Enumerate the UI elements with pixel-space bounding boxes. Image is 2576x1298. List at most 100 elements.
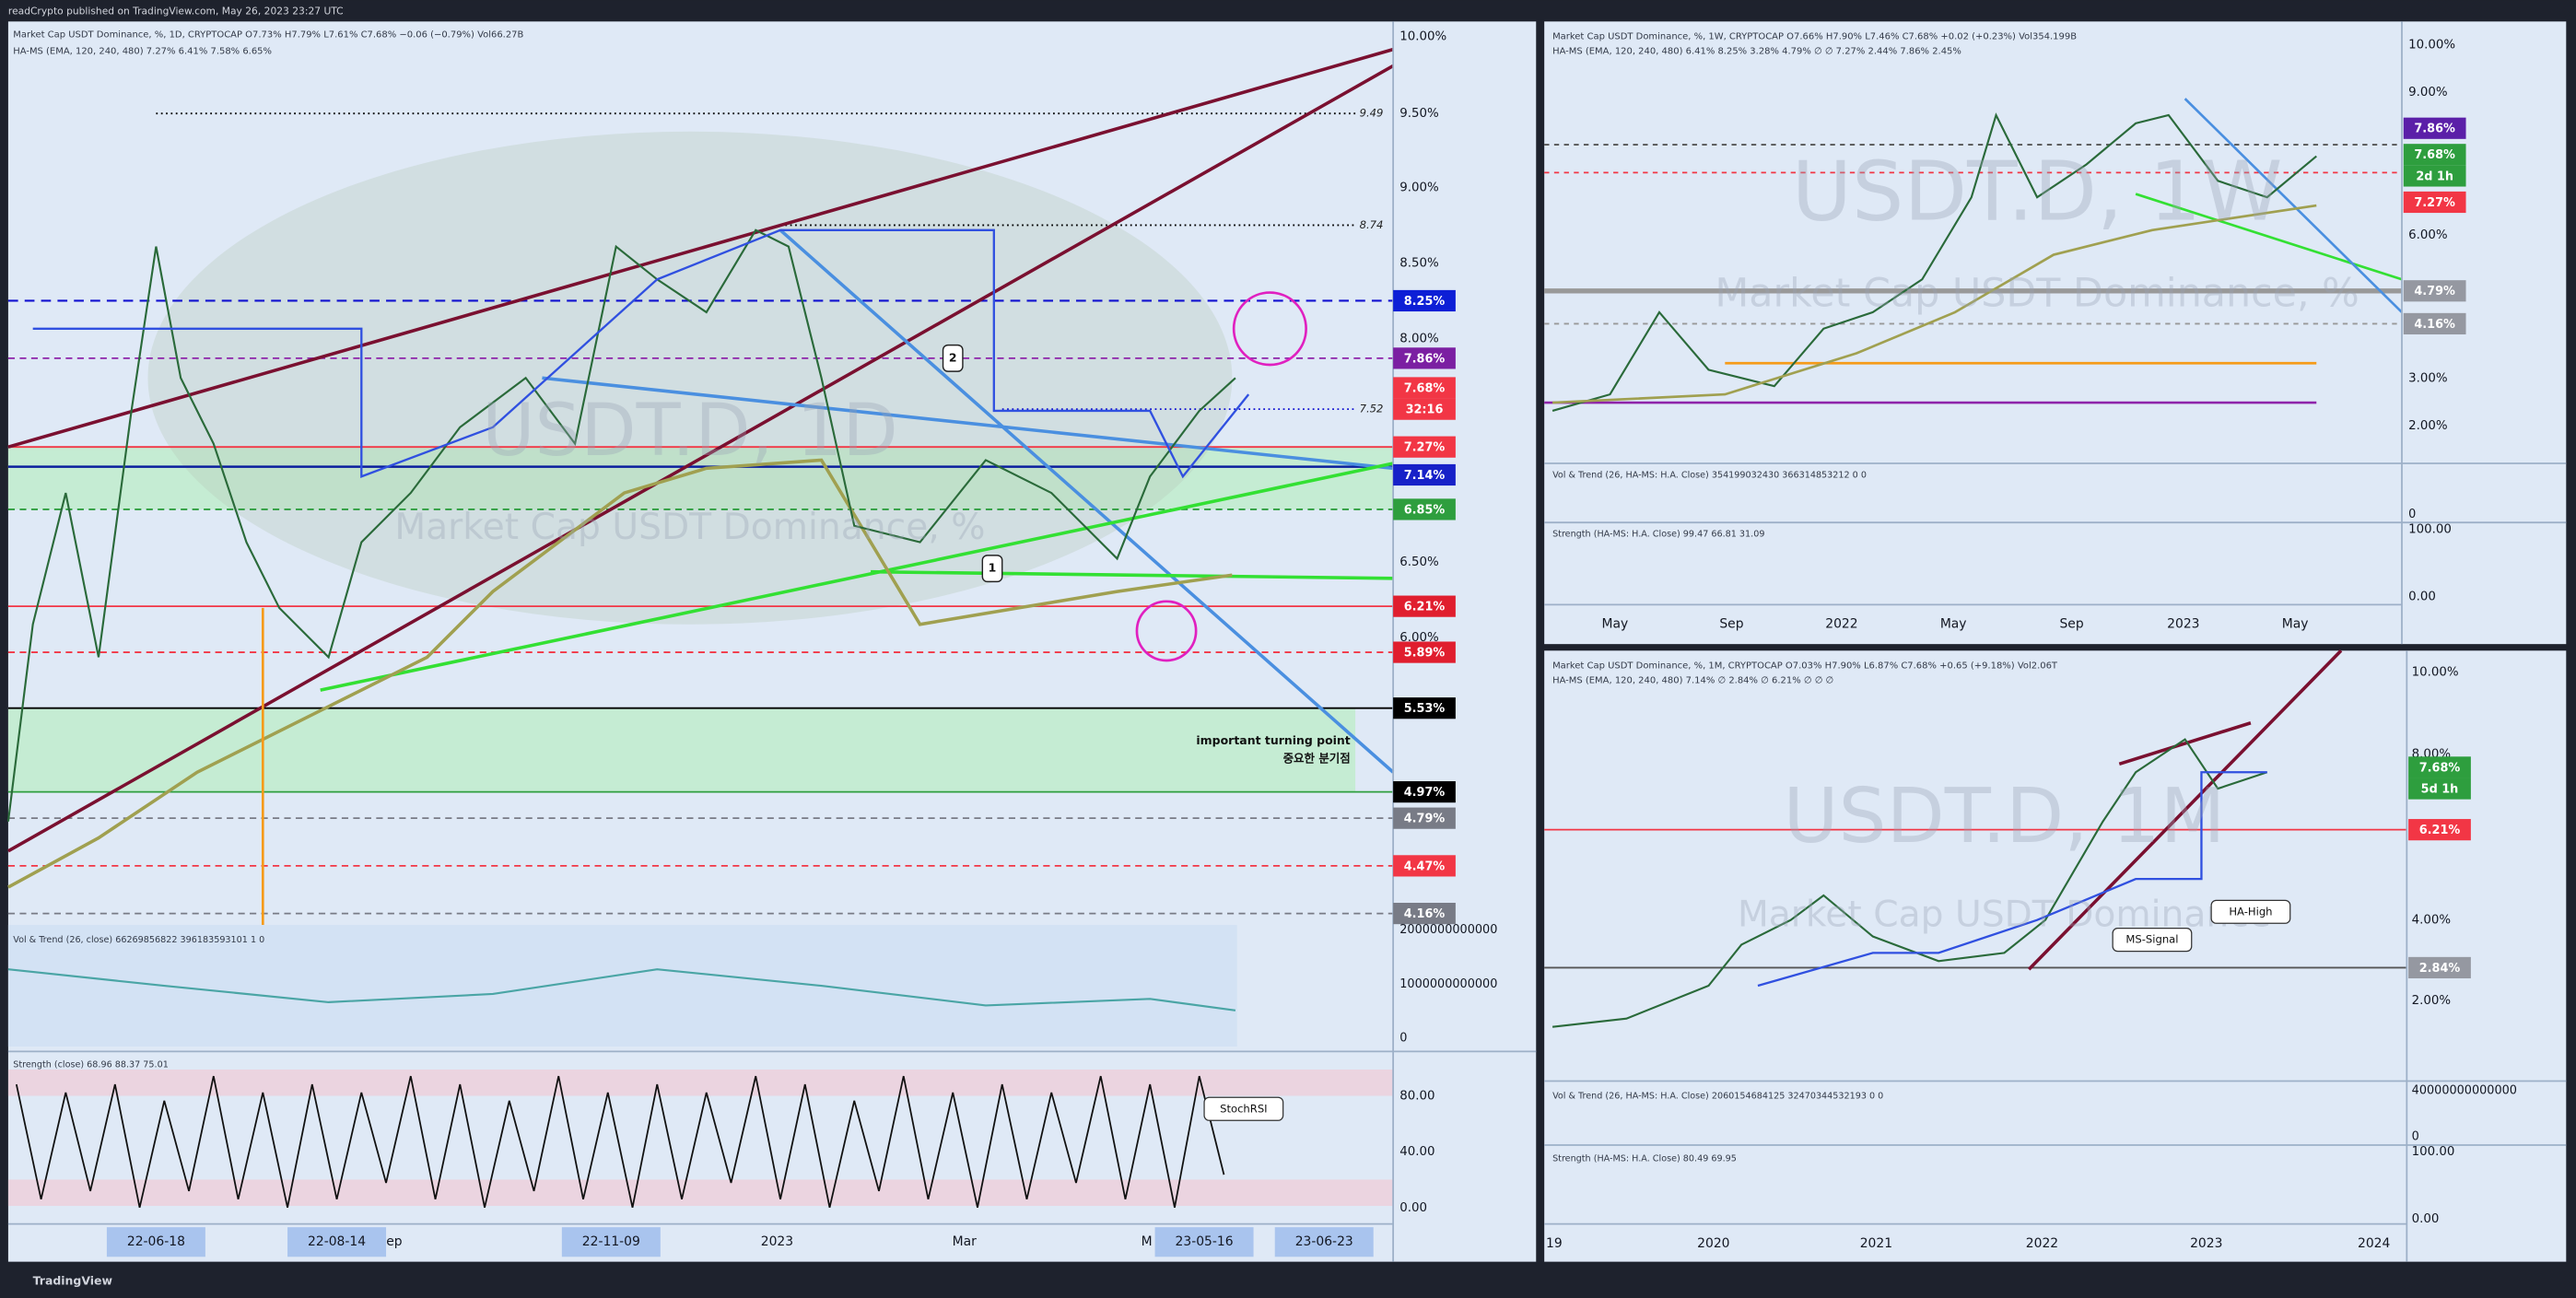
price-tag-bg (1393, 398, 1456, 420)
legend-line: Market Cap USDT Dominance, %, 1M, CRYPTO… (1552, 661, 2058, 671)
price-tag-bg (2408, 956, 2471, 979)
legend-line: Market Cap USDT Dominance, %, 1D, CRYPTO… (13, 30, 523, 41)
trendline (7, 64, 1395, 853)
time-highlight (561, 1227, 661, 1257)
time-axis-label: ep (386, 1234, 403, 1249)
price-path (1551, 112, 2317, 412)
strength-axis-label: 100.00 (2412, 1145, 2455, 1159)
annotation: StochRSI (1220, 1102, 1268, 1115)
volume-legend: Vol & Trend (26, HA-MS: H.A. Close) 2060… (1552, 1092, 1883, 1102)
price-tag: 4.79% (2414, 285, 2455, 298)
band (7, 1069, 1394, 1096)
price-tag: 4.16% (2414, 318, 2455, 332)
price-tag: 2.84% (2419, 962, 2461, 976)
strength-axis-label: 40.00 (1399, 1145, 1434, 1159)
time-highlight (287, 1227, 387, 1257)
badge (942, 344, 964, 372)
price-tag: 5d 1h (2421, 782, 2459, 796)
footer-brand[interactable]: TradingView (33, 1274, 113, 1288)
volume-axis-label: 0 (2412, 1130, 2419, 1144)
price-tag: 4.79% (1404, 813, 1446, 826)
strength-axis-label: 0.00 (2408, 590, 2436, 603)
price-tag: 6.21% (2419, 824, 2461, 837)
price-axis-label: 8.00% (1399, 332, 1438, 345)
time-axis-label: May (1601, 617, 1628, 632)
price-tag-bg (1393, 641, 1456, 663)
price-tag-bg (2403, 165, 2466, 187)
price-tag-bg (1393, 498, 1456, 520)
watermark: Market Cap USDT Dominance, % (394, 507, 985, 548)
price-axis-label: 9.00% (2408, 86, 2447, 99)
price-tag: 5.89% (1404, 646, 1446, 660)
time-axis-label: 2020 (1697, 1236, 1729, 1251)
price-axis-label: 6.00% (2408, 228, 2447, 242)
trendline (871, 569, 1394, 580)
price-tag: 2d 1h (2416, 170, 2453, 183)
legend-line: HA-MS (EMA, 120, 240, 480) 7.14% ∅ 2.84%… (1552, 675, 1833, 685)
callout-box (1203, 1096, 1284, 1121)
price-tag-bg (1393, 697, 1456, 719)
price-tag-bg (1393, 463, 1456, 486)
price-axis-label: 6.00% (1399, 631, 1438, 645)
legend-line: HA-MS (EMA, 120, 240, 480) 6.41% 8.25% 3… (1552, 46, 1961, 56)
price-tag: 6.85% (1404, 503, 1446, 517)
price-tag-bg (2403, 144, 2466, 166)
price-tag-bg (1393, 855, 1456, 877)
time-axis-label: Sep (1719, 617, 1743, 632)
price-tag-bg (2403, 191, 2466, 214)
band (7, 1179, 1394, 1206)
time-axis-label: 2022 (2026, 1236, 2058, 1251)
watermark: USDT.D, 1D (482, 388, 898, 473)
price-tag-bg (2408, 756, 2471, 778)
volume-axis-label: 0 (2408, 508, 2416, 521)
price-axis-label: 4.00% (2412, 914, 2451, 928)
price-tag: 32:16 (1406, 403, 1444, 417)
time-axis-label: 22-11-09 (582, 1234, 640, 1249)
strength-axis-label: 80.00 (1399, 1090, 1434, 1104)
time-highlight (1274, 1227, 1374, 1257)
price-tag: 7.68% (2419, 761, 2461, 775)
strength-axis-label: 0.00 (2412, 1212, 2440, 1226)
trendline (2135, 193, 2403, 281)
price-tag: 8.25% (1404, 295, 1446, 309)
highlight-circle (1135, 600, 1198, 662)
price-tag: 5.53% (1404, 702, 1446, 716)
strength-axis-label: 0.00 (1399, 1201, 1427, 1215)
price-axis-label: 8.50% (1399, 256, 1438, 270)
annotation: important turning point (1196, 733, 1350, 747)
level-label: 7.52 (1360, 403, 1384, 415)
zone (7, 707, 1356, 792)
time-axis-label: 23-06-23 (1295, 1234, 1353, 1249)
trendline (7, 47, 1394, 449)
volume-axis-label: 0 (1399, 1032, 1407, 1046)
annotation: 중요한 분기점 (1283, 751, 1351, 765)
watermark: USDT.D, 1M (1783, 773, 2225, 860)
volume-axis-label: 40000000000000 (2412, 1084, 2517, 1098)
price-path (6, 228, 1236, 822)
time-axis-label: 2024 (2358, 1236, 2391, 1251)
stoch-line (15, 1075, 1225, 1208)
trendline (542, 376, 1394, 471)
price-tag-bg (1393, 436, 1456, 458)
price-tag: 7.86% (1404, 352, 1446, 366)
trendline (2118, 721, 2252, 766)
monthly-drawings (1544, 649, 2567, 1262)
volume-axis-label: 1000000000000 (1399, 977, 1497, 991)
price-tag-bg (1393, 807, 1456, 829)
price-tag: 7.27% (2414, 196, 2455, 210)
strength-legend: Strength (close) 68.96 88.37 75.01 (13, 1060, 169, 1070)
time-axis-label: 22-08-14 (308, 1234, 366, 1249)
price-axis-label: 2.00% (2412, 994, 2451, 1008)
ms-signal (1757, 771, 2267, 988)
annotation: MS-Signal (2125, 933, 2178, 946)
price-tag-bg (2403, 280, 2466, 302)
time-axis-label: 2022 (1825, 617, 1857, 632)
price-tag: 7.68% (1404, 381, 1446, 395)
cloud (147, 131, 1233, 625)
callout-box (2112, 928, 2193, 953)
trendline (2184, 98, 2403, 313)
volume-legend: Vol & Trend (26, close) 66269856822 3961… (13, 935, 264, 945)
annotation: 2 (949, 350, 957, 364)
